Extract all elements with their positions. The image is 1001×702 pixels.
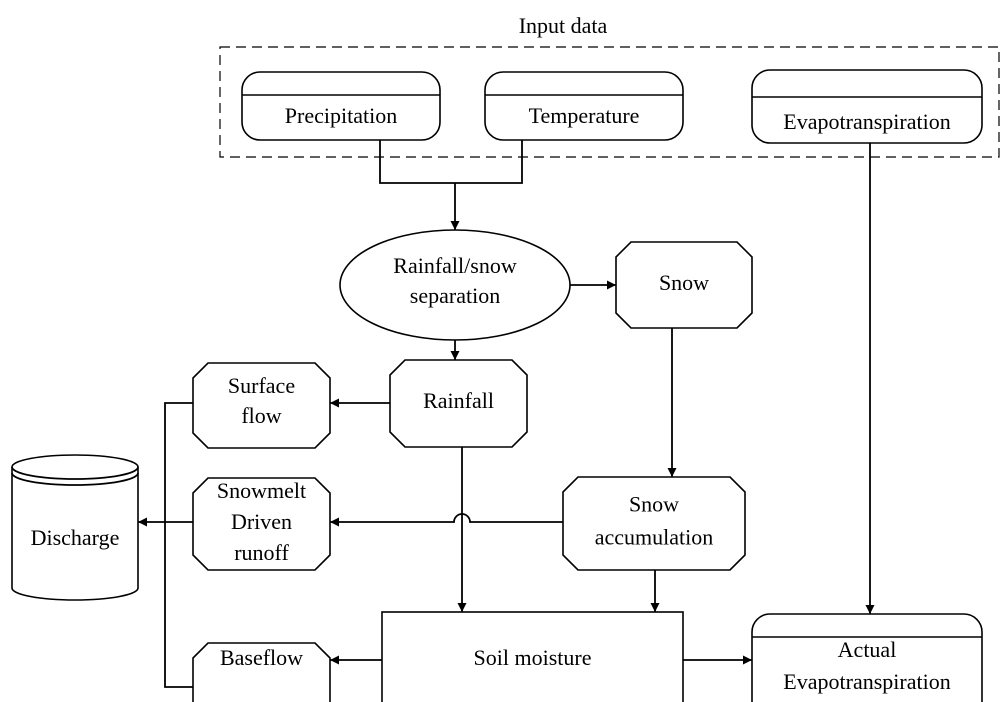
process-box	[192, 477, 331, 571]
node-label: Snow	[659, 270, 709, 295]
connector	[379, 140, 523, 184]
node-label: separation	[410, 283, 500, 308]
input-group	[219, 46, 1000, 158]
node-label: Actual	[838, 637, 897, 662]
node-label: Rainfall	[423, 388, 494, 413]
group-title: Input data	[519, 13, 608, 38]
node-label: Surface	[228, 373, 295, 398]
process-box	[192, 362, 331, 449]
node-label: Rainfall/snow	[393, 253, 517, 278]
node-label: Precipitation	[285, 103, 397, 128]
cylinder	[11, 454, 139, 601]
store-box	[381, 611, 684, 702]
node-label: flow	[241, 403, 281, 428]
node-label: Evapotranspiration	[783, 109, 950, 134]
terminal-box	[751, 69, 983, 144]
terminal-box	[751, 613, 983, 702]
terminal-box	[484, 71, 684, 141]
process-box	[192, 642, 331, 702]
arrow	[330, 513, 563, 527]
node-label: Snowmelt	[217, 478, 306, 503]
process-box	[615, 241, 753, 329]
connector	[164, 402, 193, 688]
process-ellipse	[339, 229, 571, 341]
node-label: Baseflow	[220, 645, 303, 670]
terminal-box	[241, 71, 441, 141]
process-box	[389, 359, 528, 448]
cylinder-rim	[11, 466, 139, 480]
cylinder-rim	[11, 472, 139, 486]
node-label: runoff	[234, 540, 289, 565]
node-label: Evapotranspiration	[783, 669, 950, 694]
node-label: accumulation	[595, 525, 714, 550]
node-label: Soil moisture	[474, 645, 592, 670]
node-label: Snow	[629, 492, 679, 517]
process-box	[562, 476, 746, 571]
node-label: Driven	[231, 509, 292, 534]
node-label: Temperature	[529, 103, 640, 128]
node-label: Discharge	[31, 525, 120, 550]
